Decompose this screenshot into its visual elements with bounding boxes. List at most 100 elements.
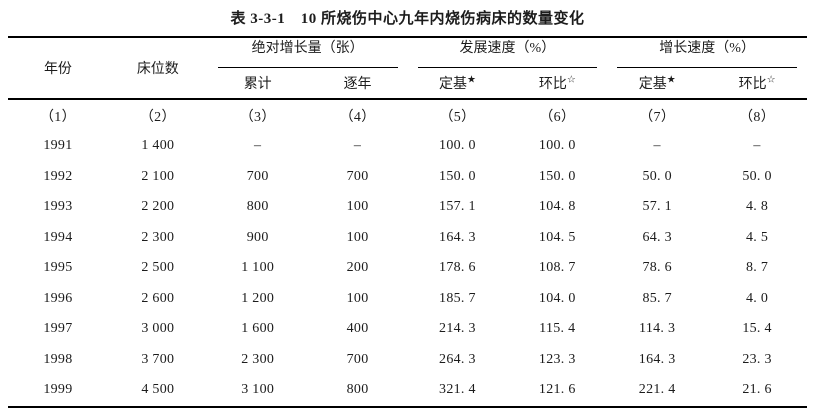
header-cumulative: 累计 <box>207 68 308 100</box>
header-chain-dev: 环比☆ <box>507 68 608 100</box>
table-row: 1996 2 600 1 200 100 185. 7 104. 0 85. 7 4. 0 <box>8 284 807 315</box>
table-cell: 700 <box>346 351 369 367</box>
header-absolute-growth-group: 绝对增长量（张） <box>208 37 408 68</box>
table-cell: 1995 <box>43 260 73 276</box>
table-cell: – <box>753 138 761 154</box>
table-cell: 50. 0 <box>742 168 772 184</box>
table-cell: 1 200 <box>241 290 275 306</box>
table-cell: 1997 <box>43 321 73 337</box>
header-development-speed-group: 发展速度（%） <box>408 37 608 68</box>
table-cell: 50. 0 <box>642 168 672 184</box>
table-cell: 1994 <box>43 229 73 245</box>
table-cell: 4. 5 <box>745 229 769 245</box>
table-cell: （1） <box>39 109 76 125</box>
table-row: 1998 3 700 2 300 700 264. 3 123. 3 164. 3 23. 3 <box>8 345 807 376</box>
table-cell: 104. 5 <box>538 229 576 245</box>
table-cell: 700 <box>246 168 269 184</box>
table-cell: 1 400 <box>141 138 175 154</box>
table-row: 1999 4 500 3 100 800 321. 4 121. 6 221. 4 21. 6 <box>8 375 807 407</box>
chain-text: 环比 <box>738 77 767 92</box>
table-cell: 185. 7 <box>439 290 476 306</box>
table-cell: 3 100 <box>241 382 275 398</box>
table-row: 1995 2 500 1 100 200 178. 6 108. 7 78. 6 8. 7 <box>8 253 807 284</box>
table-cell: 100. 0 <box>538 138 576 154</box>
table-cell: 900 <box>246 229 269 245</box>
table-cell: 4. 8 <box>745 199 769 215</box>
table-cell: 178. 6 <box>439 260 476 276</box>
header-group-row: 年份 床位数 绝对增长量（张） 发展速度（%） 增长速度（%） <box>8 37 807 100</box>
table-cell: （6） <box>539 109 576 125</box>
table-cell: – <box>254 138 262 154</box>
header-fixed-base-growth: 定基★ <box>607 68 708 100</box>
table-cell: 123. 3 <box>538 351 576 367</box>
table-cell: 700 <box>346 168 369 184</box>
header-year: 年份 <box>8 37 108 100</box>
table-cell: – <box>653 138 661 154</box>
table-cell: （7） <box>639 109 676 125</box>
table-cell: 15. 4 <box>742 321 772 337</box>
table-cell: 150. 0 <box>439 168 476 184</box>
header-development-speed-label: 发展速度（%） <box>417 38 598 68</box>
table-cell: 1996 <box>43 290 73 306</box>
table-row: 1994 2 300 900 100 164. 3 104. 5 64. 3 4. 5 <box>8 223 807 254</box>
table-cell: 800 <box>346 382 369 398</box>
table-cell: （5） <box>439 109 476 125</box>
table-title: 表 3-3-1 10 所烧伤中心九年内烧伤病床的数量变化 <box>230 11 585 27</box>
column-number-row: （1） （2） （3） （4） （5） （6） （7） （8） <box>8 99 807 131</box>
header-beds: 床位数 <box>107 37 208 100</box>
table-body: （1） （2） （3） （4） （5） （6） （7） （8） 1991 1 400 – – 100. … <box>8 99 807 407</box>
header-growth-speed-label: 增长速度（%） <box>617 38 797 68</box>
header-growth-speed-group: 增长速度（%） <box>607 37 807 68</box>
header-absolute-growth-label: 绝对增长量（张） <box>217 38 398 68</box>
data-table: 年份 床位数 绝对增长量（张） 发展速度（%） 增长速度（%） 累计 逐年 定基… <box>8 36 807 408</box>
table-cell: 85. 7 <box>642 290 672 306</box>
table-cell: 23. 3 <box>742 351 772 367</box>
chain-text: 环比 <box>538 77 567 92</box>
table-cell: 108. 7 <box>538 260 576 276</box>
table-cell: 1993 <box>43 199 73 215</box>
table-cell: 321. 4 <box>439 382 476 398</box>
table-header: 年份 床位数 绝对增长量（张） 发展速度（%） 增长速度（%） 累计 逐年 定基… <box>8 37 807 100</box>
table-cell: 1 600 <box>241 321 275 337</box>
table-cell: 214. 3 <box>439 321 476 337</box>
table-cell: 400 <box>346 321 369 337</box>
table-cell: 1992 <box>43 168 73 184</box>
table-cell: 1 100 <box>241 260 275 276</box>
table-cell: 2 100 <box>141 168 175 184</box>
filled-star-mark: ★ <box>466 74 476 86</box>
table-cell: （2） <box>139 109 176 125</box>
table-cell: 1991 <box>43 138 73 154</box>
table-cell: 100. 0 <box>439 138 476 154</box>
header-yearly: 逐年 <box>307 68 408 100</box>
table-row: 1997 3 000 1 600 400 214. 3 115. 4 114. 3 15. 4 <box>8 314 807 345</box>
table-row: 1992 2 100 700 700 150. 0 150. 0 50. 0 50. 0 <box>8 162 807 193</box>
table-cell: 64. 3 <box>642 229 672 245</box>
table-cell: 2 300 <box>241 351 275 367</box>
table-cell: 800 <box>246 199 269 215</box>
table-cell: 8. 7 <box>745 260 769 276</box>
header-sub-row: 累计 逐年 定基★ 环比☆ 定基★ 环比☆ <box>8 68 807 100</box>
table-cell: 150. 0 <box>538 168 576 184</box>
header-fixed-base-dev: 定基★ <box>407 68 508 100</box>
filled-star-mark: ★ <box>666 74 676 86</box>
table-cell: 157. 1 <box>439 199 476 215</box>
table-cell: （8） <box>739 109 776 125</box>
table-cell: 1999 <box>43 382 73 398</box>
table-cell: （4） <box>339 109 376 125</box>
hollow-star-mark: ☆ <box>766 74 776 86</box>
table-row: 1993 2 200 800 100 157. 1 104. 8 57. 1 4. 8 <box>8 192 807 223</box>
table-cell: 100 <box>346 290 369 306</box>
table-cell: 78. 6 <box>642 260 672 276</box>
table-cell: 200 <box>346 260 369 276</box>
header-chain-growth: 环比☆ <box>707 68 807 100</box>
fixed-base-text: 定基 <box>638 77 667 92</box>
table-cell: （3） <box>239 109 276 125</box>
table-cell: 100 <box>346 229 369 245</box>
table-cell: 1998 <box>43 351 73 367</box>
table-cell: 104. 0 <box>538 290 576 306</box>
fixed-base-text: 定基 <box>438 77 467 92</box>
table-cell: 264. 3 <box>439 351 476 367</box>
table-cell: 121. 6 <box>538 382 576 398</box>
table-cell: 164. 3 <box>638 351 676 367</box>
